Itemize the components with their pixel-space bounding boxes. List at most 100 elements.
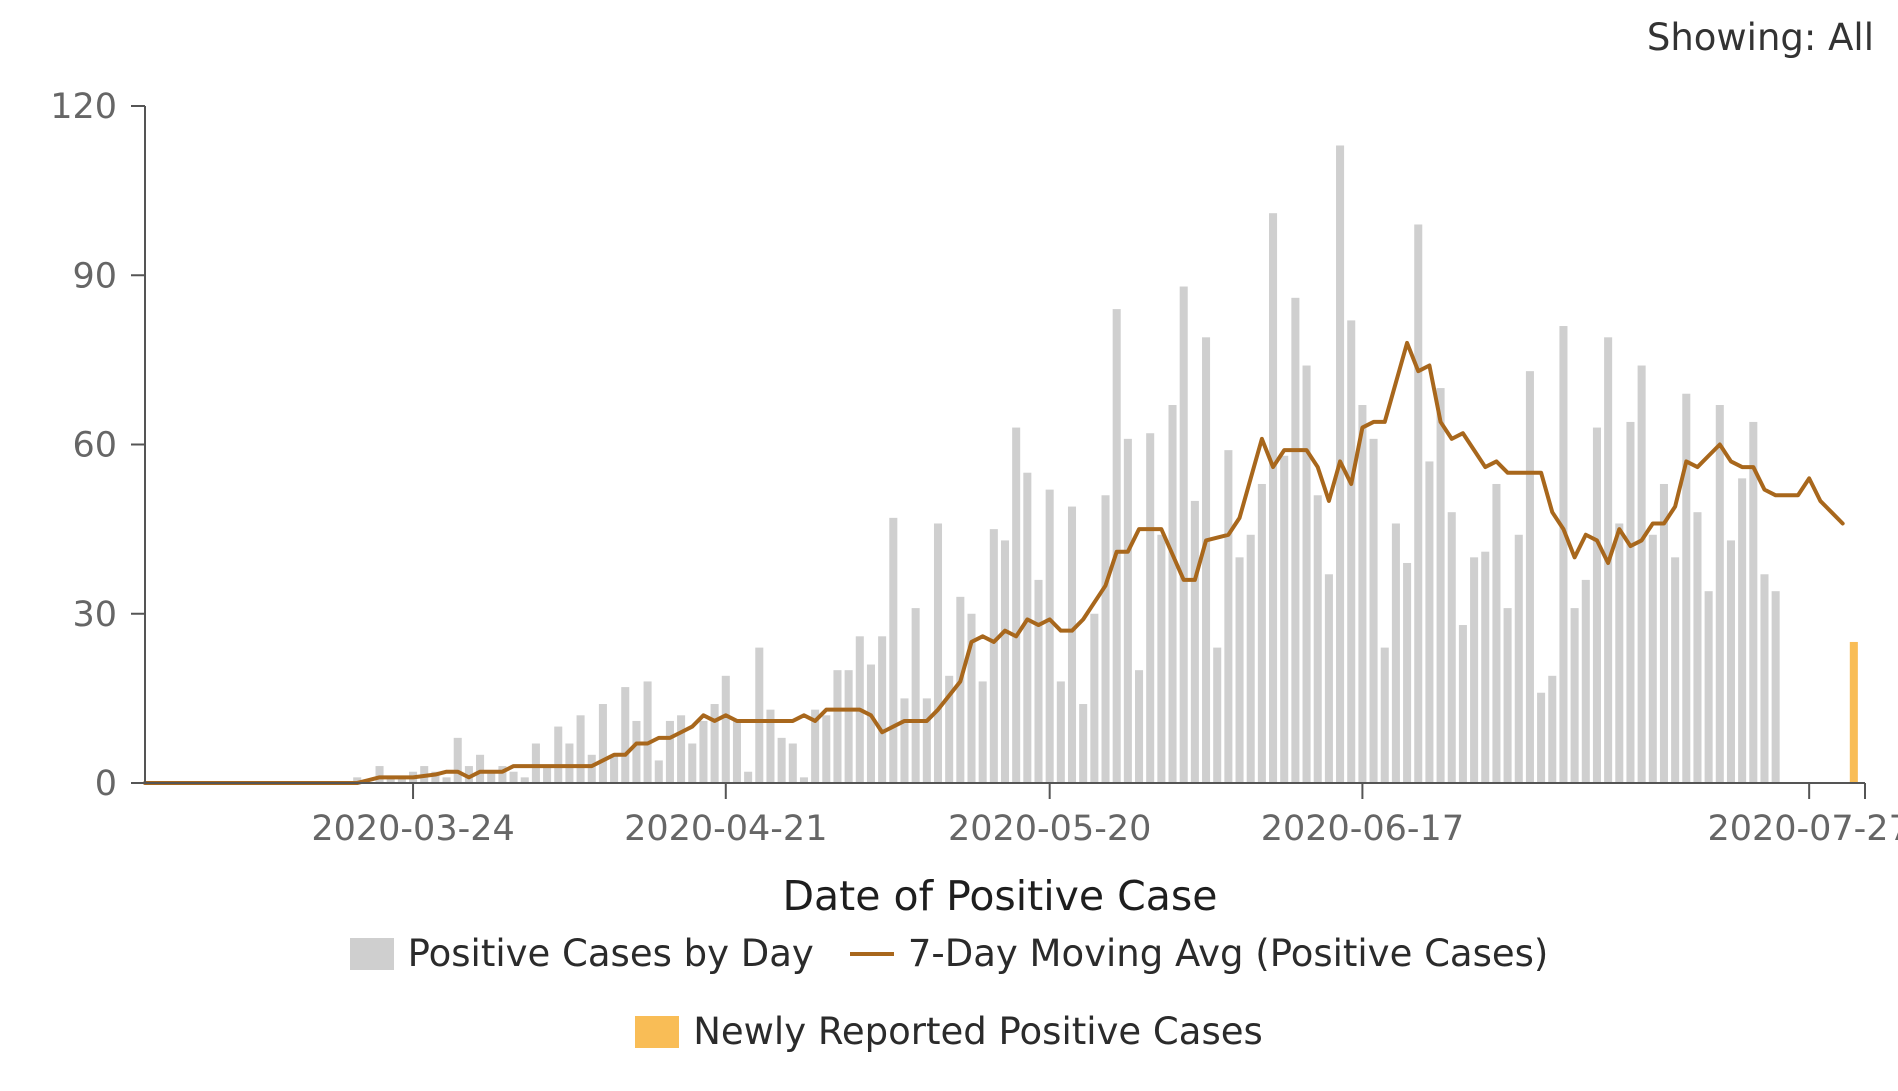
legend-row-2: Newly Reported Positive Cases [0, 1010, 1898, 1053]
daily-case-bar [654, 760, 663, 783]
legend-item-moving-avg[interactable]: 7-Day Moving Avg (Positive Cases) [849, 932, 1548, 975]
daily-case-bar [386, 777, 395, 783]
daily-case-bar [1135, 670, 1144, 783]
bars-layer [353, 145, 1858, 784]
daily-case-bar [744, 771, 753, 783]
daily-case-bar [453, 737, 462, 783]
daily-case-bar [1313, 495, 1322, 783]
daily-case-bar [442, 777, 451, 783]
daily-case-bar [1358, 405, 1367, 783]
daily-case-bar [565, 743, 574, 783]
daily-case-bar [1458, 625, 1467, 783]
showing-filter-label[interactable]: Showing: All [1646, 16, 1874, 59]
daily-case-bar [822, 715, 831, 783]
daily-case-bar [1581, 579, 1590, 783]
daily-case-bar [710, 704, 719, 783]
daily-case-bar [945, 675, 954, 783]
y-tick-label: 120 [50, 87, 117, 127]
daily-case-bar [632, 720, 641, 783]
daily-case-bar [1626, 421, 1635, 783]
daily-case-bar [487, 771, 496, 783]
legend-item-newly-reported[interactable]: Newly Reported Positive Cases [635, 1010, 1263, 1053]
daily-case-bar [1168, 405, 1177, 783]
daily-case-bar [1738, 478, 1747, 783]
line-layer [143, 340, 1845, 785]
moving-average-line [143, 340, 1845, 785]
daily-case-bar [677, 715, 686, 783]
daily-case-bar [1492, 483, 1501, 783]
daily-case-bar [1324, 574, 1333, 783]
x-tick-label: 2020-03-24 [311, 809, 514, 849]
daily-case-bar [755, 647, 764, 783]
daily-case-bar [967, 613, 976, 783]
daily-case-bar [397, 777, 406, 783]
legend-label: Positive Cases by Day [407, 932, 814, 975]
daily-case-bar [1447, 512, 1456, 783]
daily-case-bar [353, 777, 362, 783]
daily-case-bar [621, 687, 630, 783]
daily-case-bar [688, 743, 697, 783]
daily-case-bar [956, 596, 965, 783]
daily-case-bar [598, 704, 607, 783]
daily-case-bar [1648, 534, 1657, 783]
newly-reported-bar [1849, 641, 1858, 783]
daily-case-bar [531, 743, 540, 783]
x-tick-label: 2020-06-17 [1261, 809, 1464, 849]
daily-case-bar [933, 523, 943, 783]
daily-case-bar [1112, 309, 1121, 783]
daily-case-bar [1157, 534, 1166, 783]
daily-case-bar [1715, 405, 1724, 783]
x-axis-title: Date of Positive Case [782, 872, 1217, 920]
daily-case-bar [587, 754, 596, 783]
daily-case-bar [1146, 433, 1155, 783]
y-tick-label: 90 [72, 256, 117, 296]
daily-case-bar [1012, 427, 1021, 783]
daily-case-bar [543, 766, 552, 783]
daily-case-bar [900, 698, 909, 784]
legend-label: Newly Reported Positive Cases [693, 1010, 1263, 1053]
daily-case-bar [1659, 483, 1668, 783]
daily-case-bar [1034, 579, 1043, 783]
x-tick-label: 2020-05-20 [948, 809, 1151, 849]
daily-case-bar [1704, 591, 1713, 783]
x-tick-label: 2020-07-27 [1707, 809, 1898, 849]
daily-case-bar [1235, 557, 1244, 783]
daily-case-bar [1224, 450, 1233, 783]
daily-case-bar [766, 709, 775, 783]
daily-case-bar [1123, 438, 1132, 783]
daily-case-bar [1269, 213, 1278, 783]
daily-case-bar [1470, 557, 1479, 783]
bar-swatch-icon [635, 1015, 680, 1048]
daily-case-bar [1000, 540, 1010, 783]
daily-case-bar [1693, 512, 1702, 783]
daily-case-bar [721, 675, 730, 783]
legend-item-positive-cases[interactable]: Positive Cases by Day [349, 932, 814, 975]
y-tick-label: 30 [72, 595, 117, 635]
daily-case-bar [866, 664, 875, 783]
daily-case-bar [1682, 393, 1691, 783]
daily-case-bar [911, 608, 920, 783]
daily-case-bar [844, 670, 853, 783]
daily-case-bar [788, 743, 797, 783]
daily-case-bar [1514, 534, 1523, 783]
daily-case-bar [1749, 421, 1758, 783]
daily-case-bar [643, 681, 652, 783]
daily-case-bar [1067, 506, 1077, 783]
daily-case-bar [1637, 365, 1646, 783]
daily-case-bar [1179, 286, 1188, 783]
daily-case-bar [1726, 540, 1735, 783]
daily-case-bar [1425, 461, 1434, 783]
daily-case-bar [1056, 681, 1065, 783]
daily-case-bar [610, 754, 619, 783]
daily-case-bar [1771, 591, 1780, 783]
daily-case-bar [878, 636, 887, 783]
daily-case-bar [922, 698, 931, 784]
daily-case-bar [889, 517, 898, 783]
axes-layer: 0 30 60 90 120 2020-03-24 2020-04-21 2020-05-20… [50, 87, 1898, 849]
daily-case-bar [1548, 675, 1557, 783]
daily-case-bar [732, 720, 741, 783]
daily-case-bar [509, 771, 518, 783]
daily-case-bar [1190, 500, 1199, 783]
daily-case-bar [1537, 692, 1546, 783]
